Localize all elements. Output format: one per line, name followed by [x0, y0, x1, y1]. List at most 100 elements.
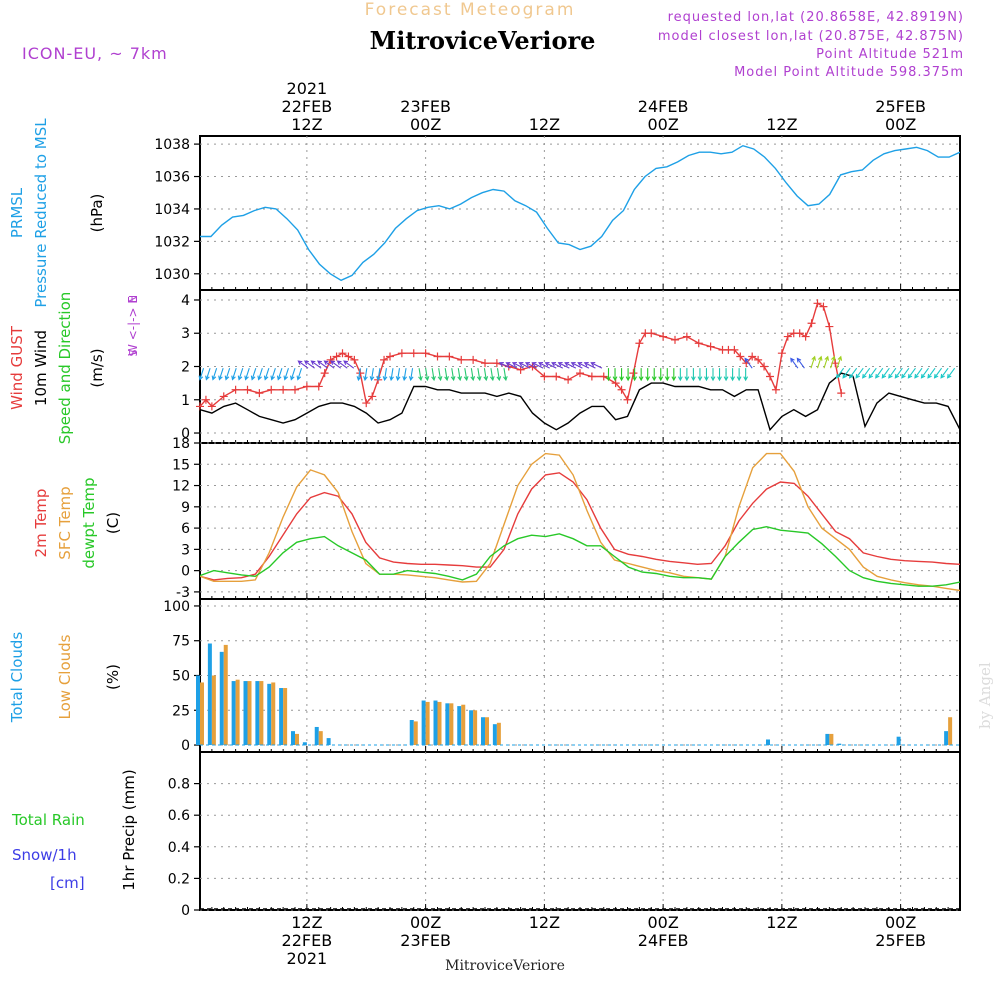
wind-direction-arrow	[862, 367, 871, 379]
wind-direction-arrow	[848, 367, 858, 379]
wind-direction-arrow	[524, 362, 537, 369]
gust-marker	[576, 369, 584, 378]
wind-direction-arrow	[418, 368, 423, 382]
gust-marker	[279, 385, 288, 394]
gust-marker	[599, 372, 608, 381]
bar-low-clouds	[449, 703, 454, 746]
wind-direction-arrow	[237, 367, 244, 381]
y-tick-label: 2	[181, 360, 190, 376]
gust-marker	[409, 349, 418, 358]
wind-direction-arrow	[363, 368, 368, 382]
wind-direction-arrow	[612, 368, 618, 382]
series-sfc-temp	[200, 452, 960, 592]
wind-direction-arrow	[570, 362, 583, 369]
top-time-text: 12Z	[529, 115, 560, 134]
wind-direction-arrow	[835, 367, 845, 379]
gust-marker	[291, 385, 299, 394]
wind-direction-arrow	[619, 368, 624, 382]
label-precip-unit: 1hr Precip (mm)	[120, 769, 138, 890]
panel-temp: -3 0 3 6 9 12 15 18	[172, 436, 961, 601]
wind-direction-arrow	[625, 368, 631, 382]
gust-marker	[682, 332, 691, 341]
wind-direction-arrow	[369, 368, 375, 382]
label-dewpt-temp: dewpt Temp	[80, 477, 98, 568]
bar-low-clouds	[271, 682, 276, 746]
wind-direction-arrow	[816, 355, 823, 369]
gust-marker	[207, 402, 216, 411]
bar-total-clouds	[944, 731, 949, 746]
top-time-text: 12Z	[766, 115, 797, 134]
bar-total-clouds	[481, 717, 485, 746]
wind-direction-arrow	[691, 368, 696, 382]
y-tick-label: -3	[176, 585, 190, 601]
y-tick-label: 15	[172, 457, 190, 473]
wind-direction-arrow	[376, 368, 381, 382]
bar-total-clouds	[326, 738, 331, 746]
bar-total-clouds	[302, 742, 307, 746]
bar-total-clouds	[267, 683, 272, 746]
label-sfc-temp: SFC Temp	[56, 486, 74, 559]
bar-total-clouds	[469, 710, 474, 746]
wind-direction-arrow	[704, 368, 709, 382]
wind-direction-arrow	[382, 368, 388, 382]
wind-direction-arrow	[437, 368, 443, 382]
gust-marker	[338, 349, 347, 358]
bar-low-clouds	[223, 644, 228, 746]
bar-total-clouds	[445, 703, 450, 746]
wind-direction-arrow	[551, 362, 564, 369]
label-pressure-msl: Pressure Reduced to MSL	[32, 118, 50, 308]
bar-total-clouds	[766, 739, 770, 746]
wind-direction-arrow	[498, 362, 511, 369]
gust-marker	[201, 395, 210, 404]
wind-direction-arrow	[389, 368, 394, 382]
y-tick-label: 3	[181, 326, 190, 342]
wind-direction-arrow	[198, 367, 205, 381]
y-tick-label: 0	[181, 564, 190, 580]
label-speed-direction: Speed and Direction	[56, 292, 74, 445]
y-tick-label: 0	[181, 903, 190, 919]
label-prmsl: PRMSL	[8, 187, 26, 238]
bar-total-clouds	[196, 675, 200, 746]
gust-marker	[564, 375, 573, 384]
panel-frame	[199, 442, 961, 600]
bottom-time-label: 12Z	[529, 913, 560, 932]
bar-total-clouds	[207, 643, 212, 746]
wind-direction-arrow	[470, 368, 476, 382]
gust-marker	[635, 339, 644, 348]
label-2m-temp: 2m Temp	[32, 489, 50, 558]
top-time-text: 00Z	[647, 115, 678, 134]
gust-marker	[801, 332, 810, 341]
wind-direction-arrow	[538, 362, 550, 369]
station-name: MitroviceVeriore	[369, 26, 596, 55]
bar-total-clouds	[837, 743, 842, 746]
bar-total-clouds	[243, 681, 248, 746]
gust-marker	[350, 355, 359, 364]
wind-direction-arrow	[444, 368, 449, 382]
gust-marker	[647, 329, 656, 338]
bottom-time-text: 12Z	[291, 913, 322, 932]
gust-marker	[302, 382, 311, 391]
gust-marker	[368, 392, 377, 401]
label-snow-unit: [cm]	[50, 874, 85, 892]
bar-total-clouds	[421, 700, 426, 746]
bar-total-clouds	[433, 700, 438, 746]
wind-direction-arrow	[907, 367, 916, 379]
meteogram-title: Forecast Meteogram	[364, 0, 576, 20]
top-time-text: 24FEB	[638, 97, 689, 116]
series-2m-temp	[200, 472, 960, 581]
y-tick-label: 0.6	[168, 808, 190, 824]
wind-direction-arrow	[933, 367, 943, 379]
wind-direction-arrow	[244, 367, 250, 381]
bar-low-clouds	[829, 733, 834, 746]
wind-direction-arrow	[697, 368, 703, 382]
wind-direction-arrow	[511, 362, 524, 369]
y-tick-label: 9	[181, 500, 190, 516]
wind-direction-arrow	[317, 360, 328, 369]
gust-marker	[255, 389, 264, 398]
wind-direction-arrow	[323, 360, 335, 369]
wind-direction-arrow	[658, 368, 664, 382]
